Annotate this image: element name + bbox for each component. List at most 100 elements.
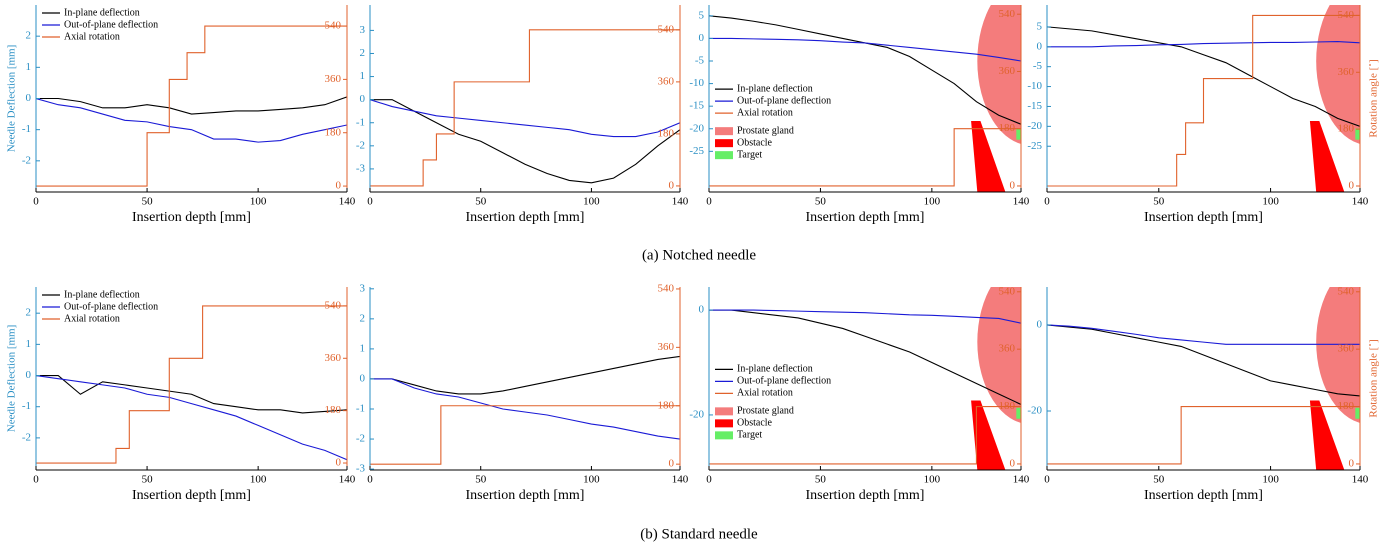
legend-label: Target — [737, 430, 762, 441]
legend-label: Prostate gland — [737, 406, 794, 417]
legend-swatch — [715, 127, 733, 136]
panel: 0 50 100 140-25-20-15-10-5050180360540Inser… — [689, 5, 1030, 225]
y2-tick-label: 360 — [658, 341, 675, 353]
y2-tick-label: 180 — [1338, 123, 1355, 135]
x-tick-label: 50 — [475, 474, 487, 486]
y-tick-label: 1 — [360, 70, 366, 82]
legend-swatch — [715, 151, 733, 160]
obstacle — [971, 120, 1006, 192]
y-tick-label: 2 — [26, 30, 32, 42]
x-axis-label: Insertion depth [mm] — [806, 210, 925, 225]
x-axis-label: Insertion depth [mm] — [132, 488, 251, 503]
y-tick-label: -1 — [356, 403, 365, 415]
prostate-gland — [1316, 287, 1360, 423]
x-tick-label: 100 — [583, 196, 600, 208]
y2-tick-label: 180 — [325, 126, 342, 138]
y-axis-label: Needle Deflection [mm] — [6, 325, 18, 433]
obstacle — [971, 400, 1006, 470]
panel: 0 50 100 140 -2 -1 0 1 2 0 180 360 540 Insertion dept… — [6, 5, 356, 225]
series-line — [36, 305, 347, 464]
legend-label: Prostate gland — [737, 125, 794, 136]
series-line — [709, 128, 1021, 187]
y-tick-label: 0 — [699, 32, 705, 44]
y-tick-label: 1 — [26, 338, 32, 350]
y-tick-label: -25 — [1027, 140, 1042, 152]
target — [1016, 128, 1021, 140]
series-line — [1047, 41, 1360, 48]
series-line — [36, 96, 347, 115]
y2-tick-label: 540 — [999, 8, 1016, 20]
series-line — [370, 378, 680, 440]
plot-area — [36, 25, 347, 187]
series-line — [1047, 26, 1360, 127]
x-axis-label: Insertion depth [mm] — [806, 488, 925, 503]
y-tick-label: -10 — [1027, 80, 1042, 92]
series-line — [370, 405, 680, 465]
legend-label: Axial rotation — [64, 313, 120, 324]
x-tick-label: 140 — [672, 196, 689, 208]
legend-label: In-plane deflection — [737, 364, 813, 375]
y-tick-label: -15 — [689, 100, 704, 112]
y2-tick-label: 360 — [1338, 343, 1355, 355]
series-line — [1047, 14, 1360, 187]
y2-tick-label: 180 — [1338, 400, 1355, 412]
y2-tick-label: 540 — [1338, 9, 1355, 21]
y2-tick-label: 540 — [999, 285, 1016, 297]
plot-area — [709, 5, 1021, 192]
x-tick-label: 140 — [1352, 196, 1369, 208]
y-tick-label: 2 — [26, 307, 32, 319]
y-tick-label: 0 — [360, 372, 366, 384]
y-tick-label: -25 — [689, 145, 704, 157]
y-tick-label: -1 — [356, 116, 365, 128]
plot-area — [1047, 5, 1360, 192]
legend-label: Axial rotation — [64, 31, 120, 42]
y2-tick-label: 180 — [999, 122, 1016, 134]
y-tick-label: 0 — [26, 369, 32, 381]
y2-tick-label: 360 — [999, 343, 1016, 355]
y2-tick-label: 0 — [336, 180, 342, 192]
x-tick-label: 50 — [142, 474, 154, 486]
obstacle — [1309, 120, 1345, 192]
x-tick-label: 140 — [339, 196, 356, 208]
y-tick-label: -2 — [22, 431, 31, 443]
y-tick-label: -20 — [689, 122, 704, 134]
y-tick-label: 0 — [1037, 40, 1043, 52]
x-axis-label: Insertion depth [mm] — [466, 210, 585, 225]
y-tick-label: -1 — [22, 123, 31, 135]
plot-area — [709, 287, 1021, 470]
legend-swatch — [715, 419, 733, 428]
panel: 0 50 100 140 -20 0 0 180 360 540 Insertion depth [… — [689, 285, 1029, 503]
legend-swatch — [715, 431, 733, 440]
x-tick-label: 0 — [1044, 474, 1050, 486]
y-tick-label: 1 — [360, 342, 366, 354]
legend-label: In-plane deflection — [64, 7, 140, 18]
prostate-gland — [977, 287, 1021, 423]
series-line — [370, 29, 680, 187]
x-tick-label: 100 — [250, 196, 267, 208]
y-tick-label: 0 — [1037, 318, 1043, 330]
legend-label: Out-of-plane deflection — [64, 19, 158, 30]
legend-label: Obstacle — [737, 137, 773, 148]
series-line — [1047, 324, 1360, 345]
y-axis-label: Needle Deflection [mm] — [6, 45, 18, 153]
y-tick-label: -20 — [689, 408, 704, 420]
target — [1016, 407, 1021, 419]
x-tick-label: 100 — [1262, 474, 1279, 486]
target — [1355, 407, 1360, 419]
y2-tick-label: 180 — [325, 404, 342, 416]
legend-label: Out-of-plane deflection — [64, 301, 158, 312]
legend-label: In-plane deflection — [64, 289, 140, 300]
series-line — [36, 374, 347, 461]
x-tick-label: 140 — [672, 474, 689, 486]
x-tick-label: 0 — [33, 474, 39, 486]
y-tick-label: -3 — [356, 463, 366, 475]
y-tick-label: 1 — [26, 61, 32, 73]
y-tick-label: 3 — [360, 282, 366, 294]
series-line — [370, 99, 680, 138]
y2-tick-label: 360 — [658, 75, 675, 87]
prostate-gland — [1316, 5, 1360, 144]
series-line — [36, 97, 347, 143]
legend-label: Out-of-plane deflection — [737, 376, 831, 387]
series-line — [709, 37, 1021, 62]
y2-tick-label: 360 — [325, 352, 342, 364]
